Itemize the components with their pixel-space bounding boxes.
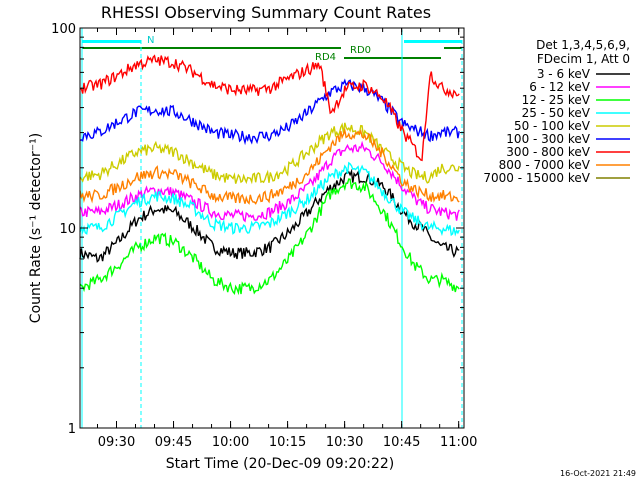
night-markers bbox=[81, 28, 463, 428]
series-line-3 bbox=[79, 161, 460, 237]
rd-bar-upper bbox=[82, 47, 341, 49]
legend-label-7: 800 - 7000 keV bbox=[499, 158, 591, 172]
rd-bar-lower bbox=[344, 57, 441, 59]
series-line-2 bbox=[79, 178, 460, 296]
annotation-n: N bbox=[147, 35, 154, 46]
series-layer bbox=[79, 54, 460, 296]
series-line-0 bbox=[79, 168, 460, 263]
rd-bar-right bbox=[444, 47, 462, 49]
x-tick-label-3: 10:15 bbox=[269, 435, 306, 450]
x-axis-label: Start Time (20-Dec-09 09:20:22) bbox=[166, 456, 394, 472]
x-tick-label-0: 09:30 bbox=[98, 435, 135, 450]
legend-label-3: 25 - 50 keV bbox=[522, 106, 591, 120]
legend-header-line1: Det 1,3,4,5,6,9, bbox=[536, 38, 630, 52]
legend-label-0: 3 - 6 keV bbox=[537, 67, 591, 81]
y-tick-label-2: 100 bbox=[51, 22, 76, 37]
legend-label-6: 300 - 800 keV bbox=[506, 145, 590, 159]
legend-header-line2: FDecim 1, Att 0 bbox=[537, 52, 630, 66]
night-bar-left bbox=[82, 40, 141, 43]
x-tick-label-6: 11:00 bbox=[440, 435, 477, 450]
x-tick-label-2: 10:00 bbox=[212, 435, 249, 450]
x-tick-label-1: 09:45 bbox=[155, 435, 192, 450]
legend-label-2: 12 - 25 keV bbox=[522, 93, 591, 107]
legend-label-5: 100 - 300 keV bbox=[506, 132, 590, 146]
y-tick-label-0: 1 bbox=[68, 422, 76, 437]
series-line-4 bbox=[79, 122, 460, 185]
series-line-6 bbox=[79, 54, 460, 162]
night-bar-right bbox=[404, 40, 462, 43]
state-bars: N RD4 RD0 bbox=[82, 35, 462, 63]
annotation-rd4: RD4 bbox=[315, 52, 336, 63]
legend: Det 1,3,4,5,6,9, FDecim 1, Att 0 3 - 6 k… bbox=[483, 38, 630, 185]
series-line-7 bbox=[79, 127, 460, 205]
legend-label-8: 7000 - 15000 keV bbox=[483, 171, 590, 185]
legend-label-4: 50 - 100 keV bbox=[514, 119, 591, 133]
series-line-5 bbox=[79, 78, 460, 146]
y-tick-label-1: 10 bbox=[59, 222, 76, 237]
chart-title: RHESSI Observing Summary Count Rates bbox=[101, 3, 431, 22]
y-axis-label: Count Rate (s⁻¹ detector⁻¹) bbox=[28, 133, 44, 323]
annotation-rd0: RD0 bbox=[350, 45, 371, 56]
y-axis: 1 10 100 bbox=[51, 22, 464, 437]
plot-timestamp: 16-Oct-2021 21:49 bbox=[560, 469, 636, 478]
x-axis: 09:30 09:45 10:00 10:15 10:30 10:45 11:00 bbox=[96, 28, 477, 450]
legend-label-1: 6 - 12 keV bbox=[529, 80, 591, 94]
x-tick-label-4: 10:30 bbox=[326, 435, 363, 450]
x-tick-label-5: 10:45 bbox=[383, 435, 420, 450]
